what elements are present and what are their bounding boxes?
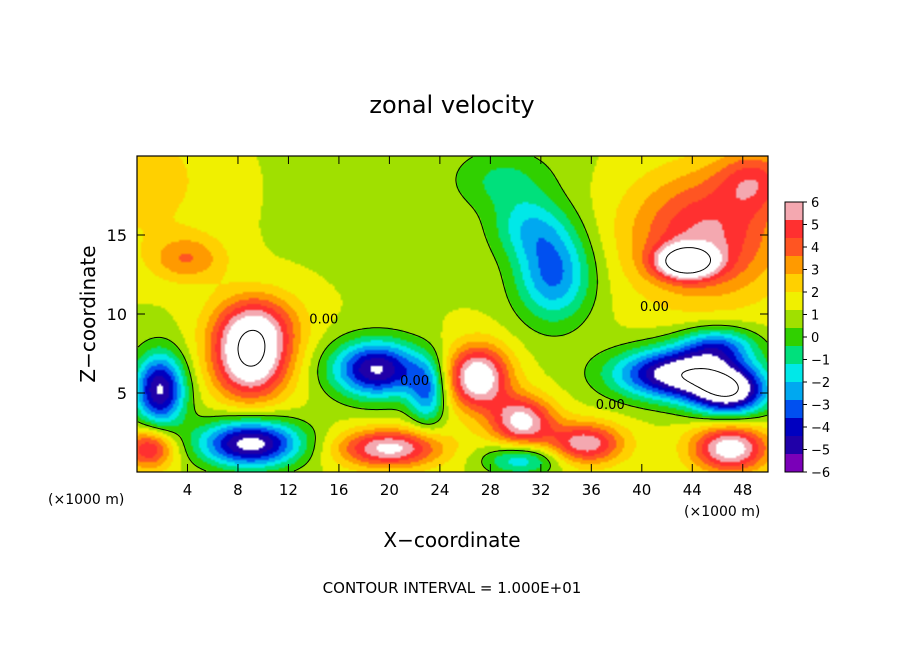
heatmap-field — [137, 156, 768, 472]
contour-zero — [137, 156, 768, 472]
colorbar-tick-label: −2 — [811, 376, 830, 391]
colorbar-tick-label: 0 — [811, 331, 819, 346]
colorbar-tick-label: 5 — [811, 219, 819, 234]
colorbar-swatch — [785, 400, 803, 419]
contour-labels: 0.00 0.00 0.00 0.00 — [309, 300, 669, 413]
x-tick-label: 40 — [632, 481, 651, 499]
colorbar-swatch — [785, 346, 803, 365]
contour-interval-note: CONTOUR INTERVAL = 1.000E+01 — [323, 579, 582, 597]
x-tick-label: 48 — [733, 481, 752, 499]
x-unit-left: (×1000 m) — [48, 492, 124, 508]
colorbar-swatch — [785, 310, 803, 329]
colorbar-swatch — [785, 436, 803, 455]
colorbar-tick-label: 6 — [811, 196, 819, 211]
contour-lines — [137, 156, 768, 472]
x-tick-label: 4 — [183, 481, 193, 499]
colorbar-swatch — [785, 202, 803, 221]
contour-negative — [681, 368, 739, 397]
y-tick-label: 15 — [107, 226, 127, 245]
x-tick-label: 20 — [380, 481, 399, 499]
colorbar-swatch — [785, 454, 803, 473]
chart-title: zonal velocity — [369, 91, 534, 119]
colorbar-tick-label: 3 — [811, 264, 819, 279]
colorbar-tick-label: 1 — [811, 309, 819, 324]
colorbar-tick-label: 2 — [811, 286, 819, 301]
colorbar-swatch — [785, 328, 803, 347]
contour-label: 0.00 — [309, 312, 338, 327]
x-tick-label: 24 — [430, 481, 449, 499]
colorbar-tick-label: 4 — [811, 241, 819, 256]
colorbar-swatch — [785, 418, 803, 437]
contour-label: 0.00 — [640, 300, 669, 315]
contour-label: 0.00 — [400, 374, 429, 389]
colorbar-tick-label: −1 — [811, 354, 830, 369]
colorbar-swatch — [785, 238, 803, 257]
colorbar-swatch — [785, 256, 803, 275]
x-tick-label: 32 — [531, 481, 550, 499]
plot-area — [137, 156, 768, 472]
x-axis-label: X−coordinate — [383, 528, 520, 552]
colorbar-swatch — [785, 220, 803, 239]
colorbar-tick-label: −3 — [811, 399, 830, 414]
colorbar-tick-label: −4 — [811, 421, 830, 436]
y-tick-label: 5 — [117, 384, 127, 403]
y-axis-label: Z−coordinate — [76, 245, 100, 382]
y-axis-ticks: 5 10 15 — [107, 226, 768, 403]
colorbar-swatch — [785, 274, 803, 293]
x-tick-label: 36 — [582, 481, 601, 499]
colorbar: 6 5 4 3 2 1 0 −1 −2 −3 −4 −5 −6 — [784, 196, 830, 481]
colorbar-tick-label: −6 — [811, 466, 830, 481]
colorbar-swatch — [785, 364, 803, 383]
x-tick-label: 44 — [683, 481, 702, 499]
x-tick-label: 28 — [481, 481, 500, 499]
y-tick-label: 10 — [107, 305, 127, 324]
colorbar-tick-label: −5 — [811, 444, 830, 459]
x-tick-label: 12 — [279, 481, 298, 499]
x-unit-right: (×1000 m) — [684, 504, 760, 520]
x-tick-label: 8 — [233, 481, 243, 499]
contour-label: 0.00 — [596, 398, 625, 413]
x-tick-label: 16 — [329, 481, 348, 499]
x-axis-ticks: 4 8 12 16 20 24 28 32 36 40 44 48 — [183, 156, 752, 499]
contour-positive — [237, 247, 711, 367]
colorbar-swatch — [785, 292, 803, 311]
colorbar-swatch — [785, 382, 803, 401]
